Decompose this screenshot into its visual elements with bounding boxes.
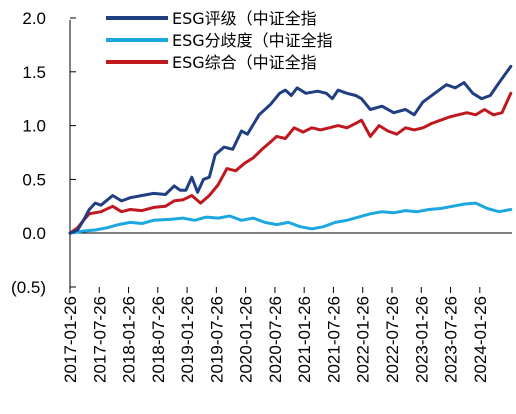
y-tick-label: (0.5) [11,278,46,297]
series-line [68,91,513,235]
legend: ESG评级（中证全指 ESG分歧度（中证全指 ESG综合（中证全指 [106,9,333,72]
x-tick-label: 2020-07-26 [266,296,285,383]
x-axis-ticks: 2017-01-26 2017-07-26 2018-01-26 2018-07-26… [61,287,490,383]
legend-label: ESG综合（中证全指 [172,53,317,72]
x-tick-label: 2021-07-26 [324,296,343,383]
y-axis-ticks: 2.0 1.5 1.0 0.5 0.0 (0.5) [11,9,76,297]
x-tick-label: 2019-07-26 [207,296,226,383]
x-tick-label: 2017-01-26 [61,296,80,383]
y-tick-label: 1.0 [22,117,46,136]
x-tick-label: 2022-07-26 [383,296,402,383]
legend-label: ESG评级（中证全指 [172,9,317,28]
y-tick-label: 0.5 [22,170,46,189]
x-tick-label: 2023-07-26 [442,296,461,383]
x-tick-label: 2017-07-26 [90,296,109,383]
x-tick-label: 2018-07-26 [149,296,168,383]
x-tick-label: 2019-01-26 [178,296,197,383]
series-line [68,201,513,235]
x-tick-label: 2021-01-26 [295,296,314,383]
x-tick-label: 2018-01-26 [120,296,139,383]
series-lines [68,64,513,235]
series-line [68,64,513,235]
y-tick-label: 1.5 [22,63,46,82]
x-tick-label: 2024-01-26 [471,296,490,383]
y-tick-label: 2.0 [22,9,46,28]
legend-label: ESG分歧度（中证全指 [172,31,333,50]
x-tick-label: 2023-01-26 [412,296,431,383]
y-tick-label: 0.0 [22,224,46,243]
x-tick-label: 2022-01-26 [354,296,373,383]
x-tick-label: 2020-01-26 [237,296,256,383]
